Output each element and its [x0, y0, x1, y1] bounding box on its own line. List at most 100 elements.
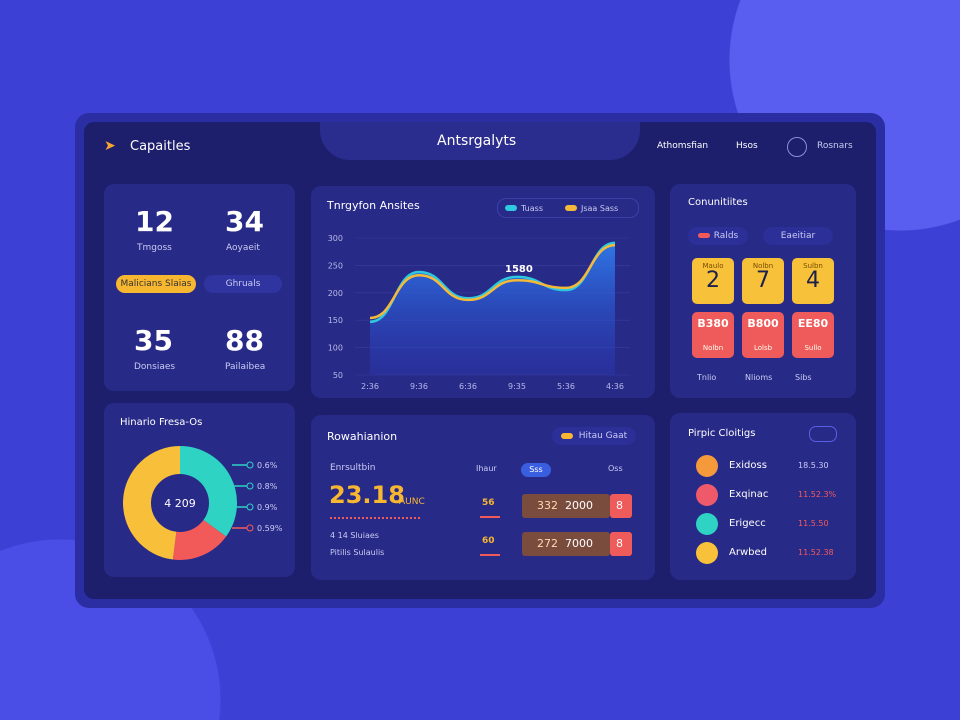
person-value: 18.5.30	[798, 461, 829, 470]
row-label: 60	[482, 536, 495, 546]
row-badge	[610, 494, 632, 518]
legend-label: 0.6%	[257, 461, 278, 470]
row-cell: 272	[537, 537, 558, 550]
y-tick-label: 150	[328, 316, 343, 325]
tile-value: 2	[706, 268, 720, 293]
tile[interactable]	[692, 258, 734, 304]
legend-label: 0.59%	[257, 524, 283, 533]
stat-value: 12	[135, 205, 174, 238]
card-title: Conunitiites	[688, 197, 748, 208]
person-name: Exqinac	[729, 489, 769, 500]
amount: 23.18	[329, 481, 405, 509]
tile-caption: Sullo	[804, 344, 822, 352]
tile[interactable]	[742, 258, 784, 304]
stat-label: Aoyaeit	[226, 243, 260, 253]
pill-text: Hitau Gaat	[578, 431, 628, 441]
x-tick-label: 4:36	[606, 382, 624, 391]
person-name: Arwbed	[729, 547, 767, 558]
avatar[interactable]	[696, 513, 718, 535]
donut-segment	[179, 446, 237, 537]
legend-item: Nlioms	[745, 373, 773, 382]
nav-item[interactable]: Hsos	[736, 141, 758, 151]
tile[interactable]	[792, 312, 834, 358]
note: Pitilis Sulaulis	[330, 548, 385, 557]
x-tick-label: 9:36	[410, 382, 428, 391]
person-name: Exidoss	[729, 460, 767, 471]
line	[369, 241, 616, 324]
row-bar[interactable]	[522, 494, 610, 518]
tile-caption: Nolbn	[702, 344, 724, 352]
line	[369, 243, 616, 320]
column-header[interactable]: Sss	[521, 463, 551, 477]
legend-dot	[246, 524, 254, 532]
donut-segment	[123, 446, 181, 560]
column-header: Ihaur	[476, 464, 497, 473]
user-name[interactable]: Rosnars	[817, 141, 853, 151]
pill[interactable]: Eaeitiar	[763, 227, 833, 245]
y-tick-label: 100	[328, 344, 343, 353]
donut-segment	[172, 519, 227, 560]
nav-item[interactable]: Athomsfian	[657, 141, 709, 151]
y-tick-label: 300	[328, 234, 343, 243]
legend-dot	[246, 503, 254, 511]
legend-label: 0.8%	[257, 482, 278, 491]
brand-icon: ➤	[104, 138, 116, 154]
area	[370, 242, 615, 375]
row-cell: 2000	[565, 499, 593, 512]
card-title: Rowahianion	[327, 430, 398, 443]
y-tick-label: 50	[333, 371, 343, 380]
row-underline	[480, 554, 500, 556]
x-tick-label: 2:36	[361, 382, 379, 391]
legend-swatch	[565, 205, 577, 211]
row-cell: 7000	[565, 537, 593, 550]
row-cell: 332	[537, 499, 558, 512]
stat-value: 34	[225, 205, 264, 238]
pill-text: Ralds	[713, 231, 739, 241]
row-cell: 8	[616, 499, 623, 512]
pill[interactable]: Ralds	[688, 227, 748, 245]
pill[interactable]: Hitau Gaat	[552, 427, 636, 445]
legend-box	[497, 198, 639, 218]
legend-item: Tnlio	[697, 373, 717, 382]
person-value: 11.52.38	[798, 548, 834, 557]
stat-label: Pailaibea	[225, 362, 266, 372]
stat-value: 35	[134, 324, 173, 357]
button[interactable]: Ghruals	[204, 275, 282, 293]
toggle[interactable]	[809, 426, 837, 442]
stat-label: Donsiaes	[134, 362, 176, 372]
donut-center: 4 209	[164, 497, 196, 510]
x-tick-label: 6:36	[459, 382, 477, 391]
tile-caption: Maulo	[702, 262, 724, 270]
avatar[interactable]	[696, 455, 718, 477]
annotation: 1580	[505, 264, 533, 275]
button[interactable]: Malicians Slaias	[116, 275, 196, 293]
avatar[interactable]	[787, 137, 807, 157]
avatar[interactable]	[696, 484, 718, 506]
tile[interactable]	[792, 258, 834, 304]
legend-label: Tuass	[520, 204, 543, 213]
card-title: Pirpic Cloitigs	[688, 428, 756, 439]
legend-swatch	[505, 205, 517, 211]
page-title: Antsrgalyts	[437, 133, 517, 149]
row-bar[interactable]	[522, 532, 610, 556]
label: Enrsultbin	[330, 463, 376, 473]
avatar[interactable]	[696, 542, 718, 564]
x-tick-label: 9:35	[508, 382, 526, 391]
note: 4 14 Sluiaes	[330, 531, 379, 540]
legend-label: Jsaa Sass	[580, 204, 618, 213]
column-header: Oss	[608, 464, 623, 473]
row-badge	[610, 532, 632, 556]
stat-value: 88	[225, 324, 264, 357]
unit: AUNC	[399, 497, 425, 507]
row-cell: 8	[616, 537, 623, 550]
tile-value: B380	[697, 317, 729, 330]
tile[interactable]	[692, 312, 734, 358]
tile-caption: Nolbn	[752, 262, 774, 270]
x-tick-label: 5:36	[557, 382, 575, 391]
tile-caption: Lolsb	[753, 344, 773, 352]
person-value: 11.5.50	[798, 519, 829, 528]
tile[interactable]	[742, 312, 784, 358]
header-tab	[320, 122, 640, 160]
person-value: 11.52.3%	[798, 490, 837, 499]
